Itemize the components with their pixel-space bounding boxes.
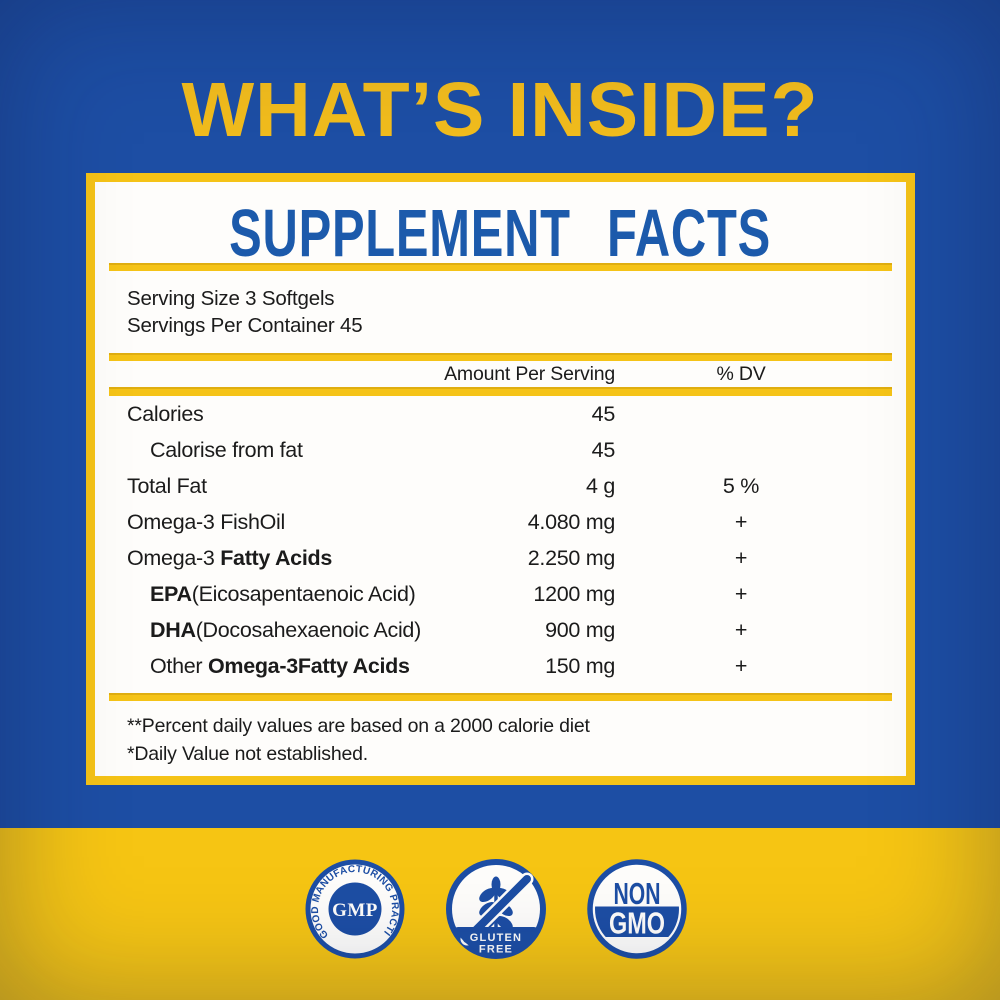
supplement-facts-heading: SUPPLEMENT FACTS <box>95 196 906 271</box>
divider <box>109 353 892 361</box>
nutrient-amount: 900 mg <box>545 617 615 642</box>
gmp-badge: GOOD MANUFACTURING PRACTICE GMP <box>305 859 405 959</box>
table-row: Total Fat 4 g 5 % <box>127 468 891 504</box>
gmp-inner-disc <box>328 882 382 936</box>
supplement-facts-panel: SUPPLEMENT FACTS Serving Size 3 Softgels… <box>86 173 915 785</box>
nutrient-name: Calories <box>127 401 204 426</box>
nutrient-name: Total Fat <box>127 473 207 498</box>
nutrient-amount: 4 g <box>586 473 615 498</box>
non-gmo-line2: GMO <box>609 906 665 941</box>
table-row: Omega-3 FishOil 4.080 mg + <box>127 504 891 540</box>
non-gmo-badge: NON GMO <box>587 859 687 959</box>
nutrient-dv: + <box>734 545 748 570</box>
table-row: Calorise from fat 45 <box>127 432 891 468</box>
nutrient-amount: 4.080 mg <box>527 509 616 534</box>
gluten-free-badge: GLUTEN FREE <box>446 859 546 959</box>
gluten-free-line2: FREE <box>479 944 513 956</box>
nutrient-name: Omega-3 Fatty Acids <box>127 545 332 570</box>
table-row: Omega-3 Fatty Acids 2.250 mg + <box>127 540 891 576</box>
column-header-amount: Amount Per Serving <box>444 363 615 385</box>
table-header-row: Amount Per Serving % DV <box>127 362 891 387</box>
nutrient-amount: 45 <box>591 401 616 426</box>
nutrient-amount: 2.250 mg <box>527 545 616 570</box>
servings-per-container-text: Servings Per Container 45 <box>127 314 363 337</box>
nutrient-dv: + <box>734 617 748 642</box>
facts-table: Calories 45 Calorise from fat 45 Total F… <box>127 396 891 684</box>
divider <box>109 387 892 396</box>
footnote-percent-daily-values: **Percent daily values are based on a 20… <box>127 715 590 737</box>
table-row: EPA(Eicosapentaenoic Acid) 1200 mg + <box>127 576 891 612</box>
divider <box>109 263 892 271</box>
page-title: WHAT’S INSIDE? <box>181 67 819 153</box>
column-header-dv: % DV <box>716 363 766 385</box>
table-row: Other Omega-3Fatty Acids 150 mg + <box>127 648 891 684</box>
nutrient-name: Other Omega-3Fatty Acids <box>150 653 410 678</box>
nutrient-name: DHA(Docosahexaenoic Acid) <box>150 617 421 642</box>
nutrient-dv: 5 % <box>722 473 760 498</box>
nutrient-name: Omega-3 FishOil <box>127 509 285 534</box>
table-row: DHA(Docosahexaenoic Acid) 900 mg + <box>127 612 891 648</box>
non-gmo-band <box>595 906 679 937</box>
nutrient-amount: 45 <box>591 437 616 462</box>
divider <box>109 693 892 701</box>
nutrient-amount: 150 mg <box>545 653 615 678</box>
supplement-facts-heading-text: SUPPLEMENT FACTS <box>229 195 772 271</box>
nutrient-dv: + <box>734 581 748 606</box>
nutrient-dv: + <box>734 653 748 678</box>
serving-info: Serving Size 3 Softgels Servings Per Con… <box>127 285 363 339</box>
nutrient-dv: + <box>734 509 748 534</box>
nutrient-name: Calorise from fat <box>150 437 303 462</box>
footnotes: **Percent daily values are based on a 20… <box>127 712 590 768</box>
nutrient-name: EPA(Eicosapentaenoic Acid) <box>150 581 416 606</box>
nutrient-amount: 1200 mg <box>533 581 615 606</box>
footnote-daily-value: *Daily Value not established. <box>127 743 368 765</box>
non-gmo-line1: NON <box>614 876 661 911</box>
gluten-free-line1: GLUTEN <box>470 932 522 944</box>
table-row: Calories 45 <box>127 396 891 432</box>
gmp-label: GMP <box>332 900 378 921</box>
serving-size-text: Serving Size 3 Softgels <box>127 287 335 310</box>
